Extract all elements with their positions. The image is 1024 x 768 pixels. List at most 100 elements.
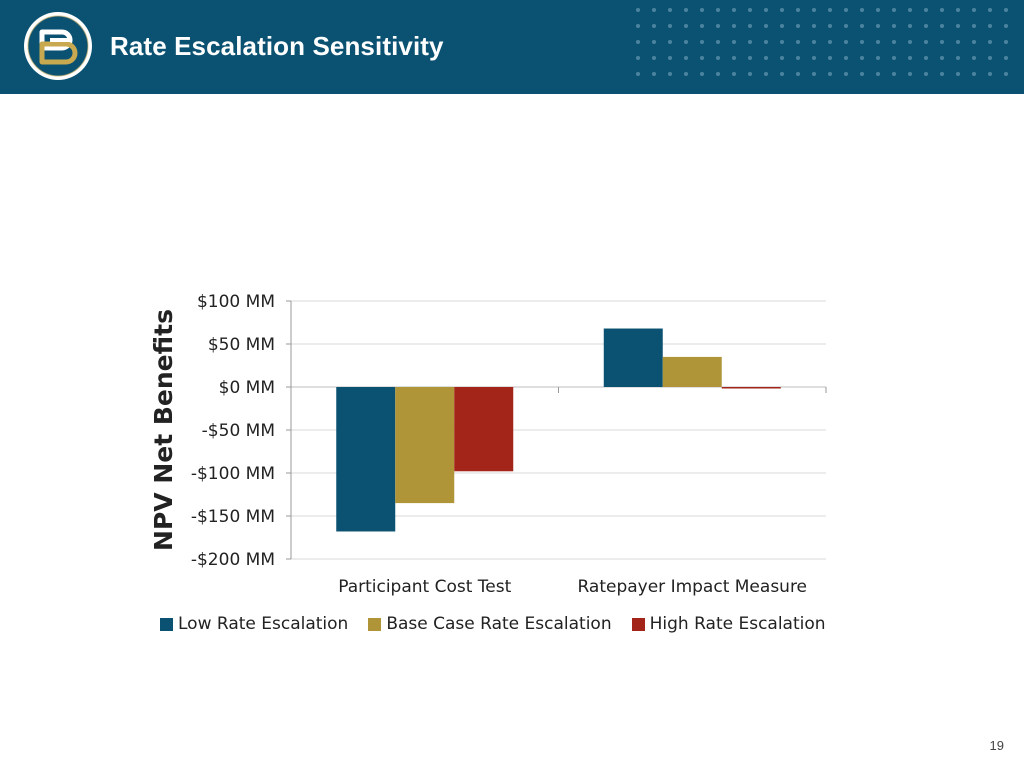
header-dot: [812, 56, 816, 60]
header-dot: [716, 24, 720, 28]
x-axis-labels: Participant Cost Test Ratepayer Impact Me…: [338, 577, 807, 597]
header-dot: [860, 40, 864, 44]
legend-item: Base Case Rate Escalation: [368, 614, 612, 634]
header-dot: [700, 40, 704, 44]
header-dot: [972, 56, 976, 60]
header-dot: [652, 72, 656, 76]
header-dot: [924, 72, 928, 76]
header-dot: [700, 56, 704, 60]
legend-swatch: [631, 617, 645, 631]
header-dot: [924, 24, 928, 28]
header-dot: [636, 72, 640, 76]
y-tick-label: $50 MM: [208, 335, 275, 355]
header-dot: [956, 40, 960, 44]
header-dot: [796, 24, 800, 28]
header-dot: [732, 40, 736, 44]
header-dot: [700, 8, 704, 12]
header-dot: [972, 8, 976, 12]
header-dot: [764, 8, 768, 12]
header-dot: [844, 72, 848, 76]
header-dot: [940, 24, 944, 28]
header-dot: [684, 8, 688, 12]
header-dot: [988, 72, 992, 76]
header-dot: [668, 72, 672, 76]
header-dot: [684, 24, 688, 28]
header-dot: [892, 24, 896, 28]
header-dot: [780, 8, 784, 12]
header-dot: [940, 56, 944, 60]
header-dot: [684, 40, 688, 44]
bar: [336, 387, 396, 532]
y-tick-label: $100 MM: [197, 292, 275, 312]
header-dot: [988, 24, 992, 28]
header-dot: [796, 40, 800, 44]
header-dot: [1004, 40, 1008, 44]
header-dot: [812, 24, 816, 28]
y-axis-label: NPV Net Benefits: [149, 309, 178, 551]
header-dot: [780, 72, 784, 76]
header-dot: [1004, 56, 1008, 60]
header-dot: [844, 24, 848, 28]
header-dot: [796, 72, 800, 76]
legend-swatch: [160, 617, 173, 631]
header-dot: [652, 8, 656, 12]
bar: [721, 387, 781, 389]
header-dot: [828, 40, 832, 44]
header-dot: [652, 56, 656, 60]
header-dot: [876, 72, 880, 76]
header-dot: [732, 24, 736, 28]
header-dot: [636, 24, 640, 28]
bar: [603, 328, 663, 387]
bar: [395, 387, 455, 504]
y-axis-ticks: $100 MM $50 MM $0 MM -$50 MM -$100 MM -$150 M…: [191, 292, 827, 570]
header-dot: [924, 40, 928, 44]
header-dot: [956, 24, 960, 28]
header-dot: [668, 40, 672, 44]
y-tick-label: -$200 MM: [191, 550, 275, 570]
header-dot: [636, 8, 640, 12]
header-dot: [684, 72, 688, 76]
x-category-label: Ratepayer Impact Measure: [577, 577, 807, 597]
decorative-dot-pattern: [636, 8, 1008, 76]
header-dot: [732, 8, 736, 12]
legend-label: High Rate Escalation: [649, 614, 826, 634]
header-dot: [940, 40, 944, 44]
header-dot: [748, 24, 752, 28]
header-dot: [780, 56, 784, 60]
header-dot: [876, 24, 880, 28]
header-dot: [716, 56, 720, 60]
header-dot: [892, 72, 896, 76]
header-dot: [636, 56, 640, 60]
legend-label: Low Rate Escalation: [178, 614, 349, 634]
header-dot: [940, 72, 944, 76]
header-dot: [700, 24, 704, 28]
header-dot: [860, 8, 864, 12]
header-dot: [988, 56, 992, 60]
header-dot: [764, 56, 768, 60]
header-dot: [844, 56, 848, 60]
header-dot: [732, 56, 736, 60]
header-dot: [780, 40, 784, 44]
header-dot: [908, 72, 912, 76]
header-dot: [828, 8, 832, 12]
header-dot: [1004, 24, 1008, 28]
header-dot: [860, 56, 864, 60]
header-dot: [780, 24, 784, 28]
header-dot: [716, 72, 720, 76]
bar: [662, 356, 722, 387]
legend-swatch: [368, 617, 382, 631]
header-dot: [716, 40, 720, 44]
header-dot: [908, 8, 912, 12]
header-dot: [956, 56, 960, 60]
header-dot: [748, 8, 752, 12]
header-dot: [828, 56, 832, 60]
header-dot: [988, 40, 992, 44]
header-dot: [892, 8, 896, 12]
chart-bars: [336, 328, 781, 532]
bar: [454, 387, 514, 472]
y-tick-label: -$150 MM: [191, 507, 275, 527]
legend-item: High Rate Escalation: [631, 614, 826, 634]
header-dot: [908, 40, 912, 44]
legend-label: Base Case Rate Escalation: [386, 614, 612, 634]
header-dot: [700, 72, 704, 76]
